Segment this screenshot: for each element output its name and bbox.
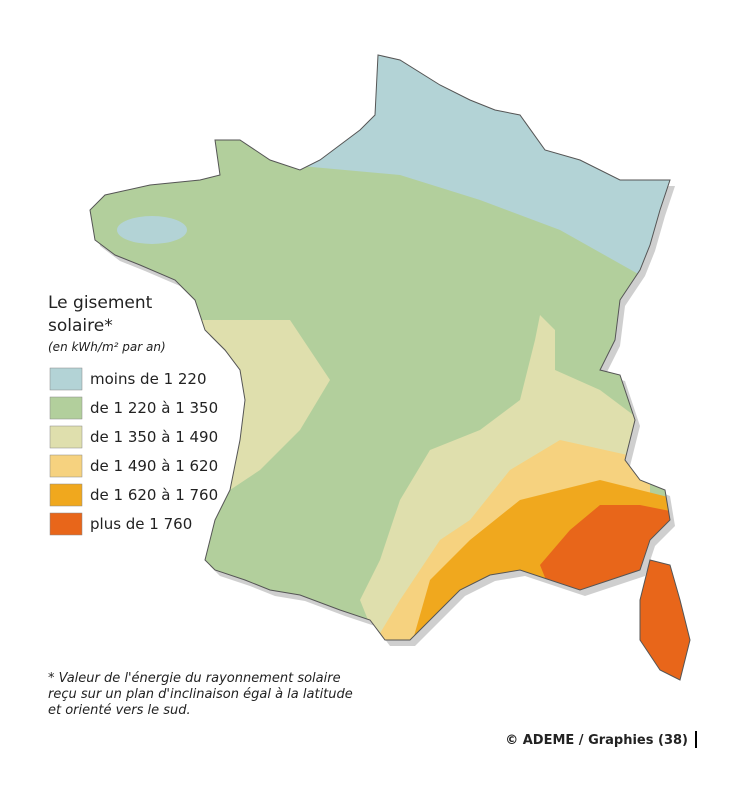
legend-subtitle: (en kWh/m² par an) bbox=[48, 340, 166, 354]
france-map bbox=[89, 54, 691, 681]
footnote: * Valeur de l'énergie du rayonnement sol… bbox=[48, 671, 341, 686]
legend-title: solaire* bbox=[48, 316, 113, 336]
legend-title: Le gisement bbox=[48, 293, 153, 313]
legend-label: de 1 490 à 1 620 bbox=[90, 457, 218, 475]
legend-label: moins de 1 220 bbox=[90, 370, 207, 388]
legend-swatch bbox=[49, 396, 83, 420]
legend: moins de 1 220 de 1 220 à 1 350 de 1 350 à… bbox=[49, 367, 218, 536]
legend-swatch bbox=[49, 454, 83, 478]
legend-swatch bbox=[49, 512, 83, 536]
legend-swatch bbox=[49, 483, 83, 507]
zone-south-3 bbox=[540, 505, 670, 600]
legend-swatch bbox=[49, 367, 83, 391]
zone-blue-brittany bbox=[117, 216, 187, 244]
legend-swatch bbox=[49, 425, 83, 449]
legend-label: de 1 220 à 1 350 bbox=[90, 399, 218, 417]
credit: © ADEME / Graphies (38) bbox=[505, 733, 688, 748]
corsica bbox=[639, 559, 691, 681]
legend-label: de 1 350 à 1 490 bbox=[90, 428, 218, 446]
footnote: reçu sur un plan d'inclinaison égal à la… bbox=[48, 687, 353, 702]
legend-label: plus de 1 760 bbox=[90, 515, 192, 533]
legend-label: de 1 620 à 1 760 bbox=[90, 486, 218, 504]
footnote: et orienté vers le sud. bbox=[48, 703, 191, 718]
